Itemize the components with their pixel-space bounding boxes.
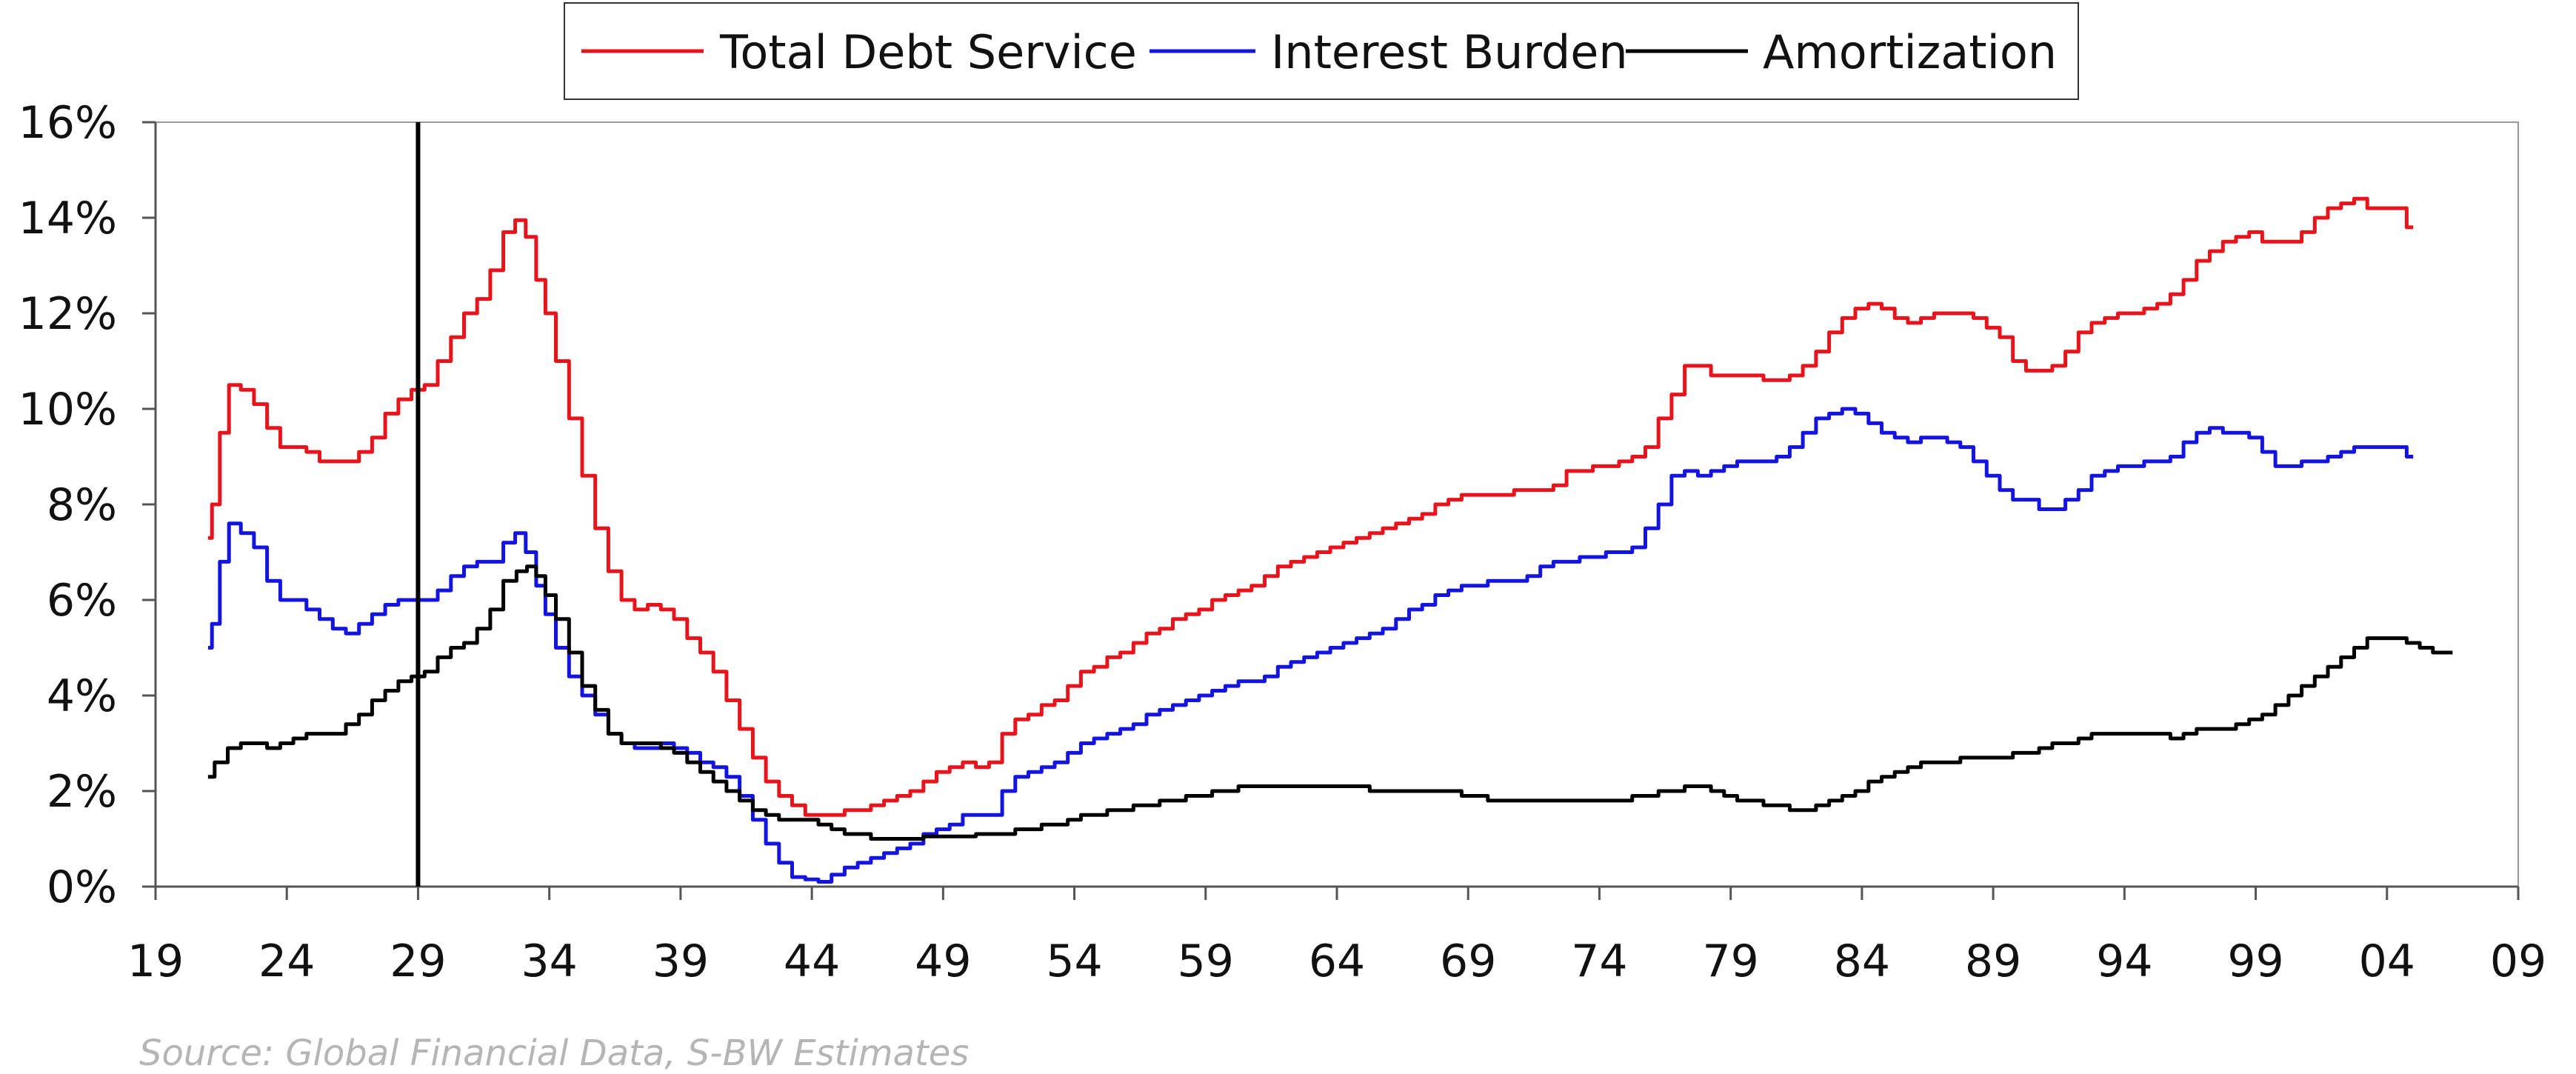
x-tick-label: 34 bbox=[521, 935, 577, 987]
legend-label-interest-burden: Interest Burden bbox=[1271, 25, 1628, 79]
x-tick-label: 94 bbox=[2096, 935, 2152, 987]
y-tick-label: 4% bbox=[47, 670, 117, 722]
y-tick-label: 14% bbox=[19, 193, 117, 244]
y-tick-label: 0% bbox=[47, 861, 117, 913]
x-axis-ticks: 19 24 29 34 39 44 49 54 59 64 69 74 79 84 89 94 99 04 09 bbox=[127, 887, 2546, 987]
x-tick-label: 24 bbox=[258, 935, 315, 987]
legend: Total Debt Service Interest Burden Amort… bbox=[564, 2, 2079, 100]
x-tick-label: 39 bbox=[653, 935, 709, 987]
x-tick-label: 29 bbox=[390, 935, 446, 987]
x-tick-label: 59 bbox=[1178, 935, 1234, 987]
x-tick-label: 74 bbox=[1571, 935, 1627, 987]
y-axis-ticks: 0% 2% 4% 6% 8% 10% 12% 14% 16% bbox=[19, 97, 156, 913]
x-tick-label: 64 bbox=[1309, 935, 1365, 987]
y-tick-label: 2% bbox=[47, 766, 117, 818]
series-line-interest-burden bbox=[207, 407, 2414, 884]
x-tick-label: 69 bbox=[1440, 935, 1496, 987]
y-tick-label: 10% bbox=[19, 384, 117, 436]
source-note: Source: Global Financial Data, S-BW Esti… bbox=[139, 1033, 970, 1074]
y-tick-label: 12% bbox=[19, 288, 117, 340]
y-tick-label: 6% bbox=[47, 575, 117, 627]
legend-box bbox=[564, 2, 2079, 100]
x-tick-label: 99 bbox=[2227, 935, 2283, 987]
x-tick-label: 04 bbox=[2359, 935, 2415, 987]
x-tick-label: 19 bbox=[127, 935, 184, 987]
x-tick-label: 54 bbox=[1046, 935, 1102, 987]
x-tick-label: 49 bbox=[915, 935, 971, 987]
y-tick-label: 16% bbox=[19, 97, 117, 149]
x-tick-label: 89 bbox=[1965, 935, 2021, 987]
y-tick-label: 8% bbox=[47, 479, 117, 531]
series-layer bbox=[207, 196, 2453, 884]
x-tick-label: 09 bbox=[2490, 935, 2546, 987]
legend-label-amortization: Amortization bbox=[1763, 25, 2057, 79]
legend-label-total-debt-service: Total Debt Service bbox=[719, 25, 1137, 79]
plot-area bbox=[155, 121, 2519, 887]
x-tick-label: 79 bbox=[1702, 935, 1758, 987]
x-tick-label: 84 bbox=[1834, 935, 1890, 987]
x-tick-label: 44 bbox=[784, 935, 840, 987]
series-line-total-debt-service bbox=[207, 196, 2414, 817]
series-line-amortization bbox=[207, 564, 2453, 841]
